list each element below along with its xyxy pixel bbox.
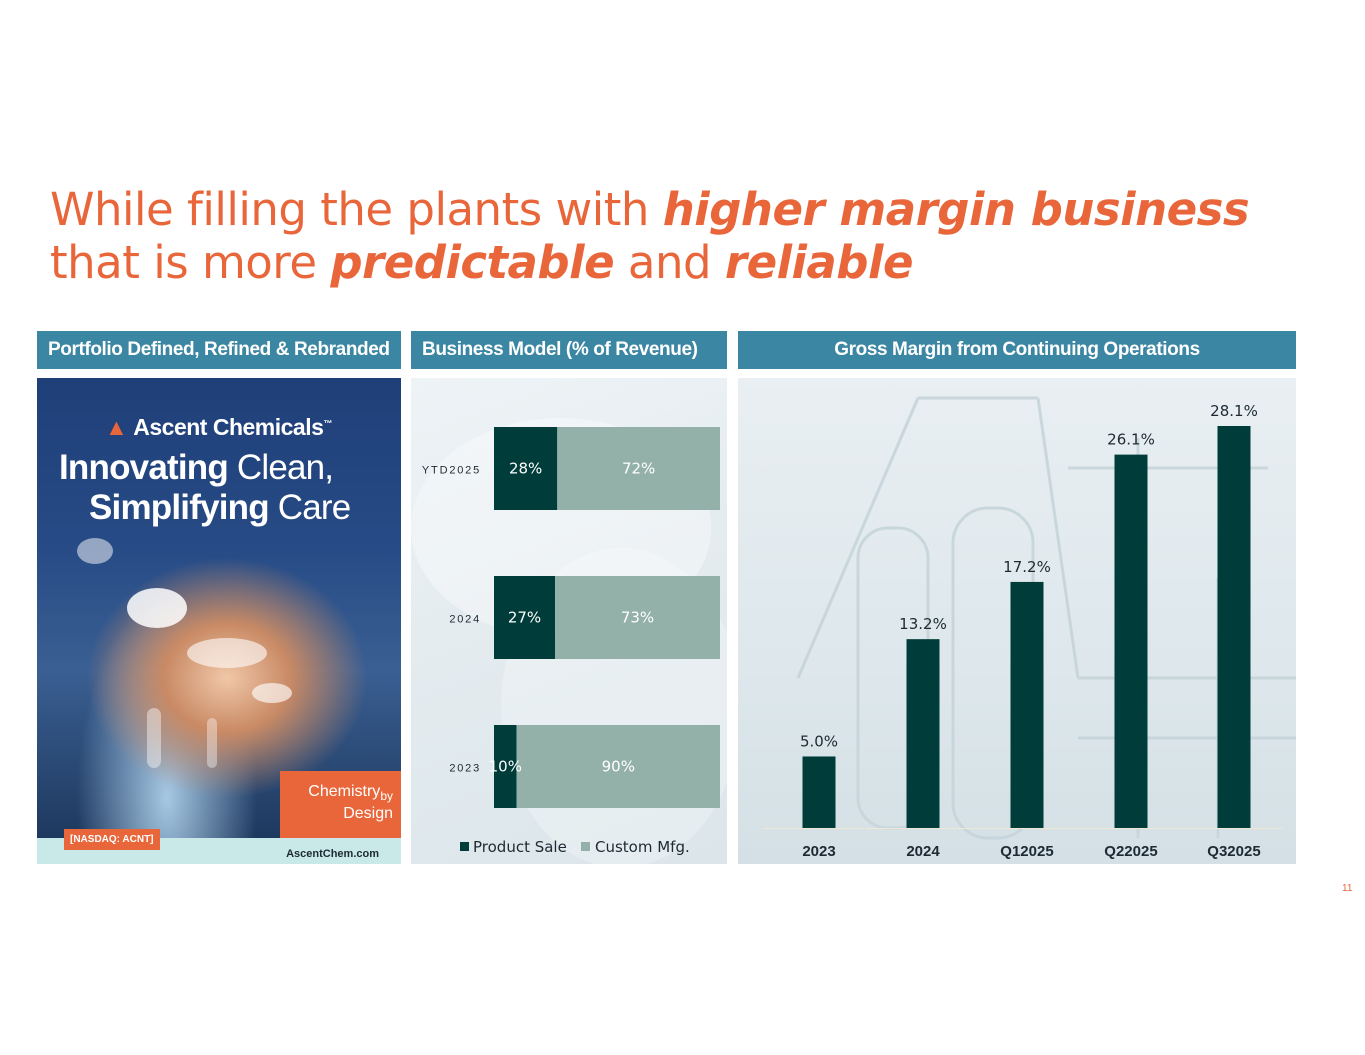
business-model-chart: YTD2025 28% 72% 2024 27% 73% 2023 10% 90% Product… <box>411 378 727 864</box>
structure-line <box>796 397 920 679</box>
data-label-custom-mfg: 90% <box>602 758 635 776</box>
tagline-by: by <box>380 789 393 804</box>
foam-bubble <box>127 588 187 628</box>
legend-label-product-sale: Product Sale <box>473 838 567 856</box>
ascent-triangle-logo-icon: ▲ <box>105 414 128 440</box>
chemistry-by-design-badge: Chemistryby Design <box>280 771 401 839</box>
tagline-text: Chemistry <box>308 783 381 800</box>
foam-bubble <box>252 683 292 703</box>
bar-custom-mfg <box>555 576 720 659</box>
category-label: YTD2025 <box>422 465 481 477</box>
structure-line <box>1036 397 1080 679</box>
data-label-custom-mfg: 72% <box>622 460 655 478</box>
margin-value-label: 26.1% <box>1107 431 1155 449</box>
margin-bar <box>1217 426 1251 828</box>
legend-swatch-product-sale <box>460 842 469 851</box>
x-tick-label: Q22025 <box>1104 843 1157 860</box>
business-model-svg: YTD2025 28% 72% 2024 27% 73% 2023 10% 90% Product… <box>411 418 727 864</box>
headline-bold: Simplifying <box>89 488 270 527</box>
x-tick-label: Q12025 <box>1000 843 1053 860</box>
margin-value-label: 5.0% <box>800 732 838 750</box>
poster-headline: Innovating Clean, Simplifying Care <box>59 448 399 528</box>
trademark-mark: ™ <box>323 418 332 429</box>
margin-value-label: 17.2% <box>1003 558 1051 576</box>
gross-margin-header: Gross Margin from Continuing Operations <box>738 331 1296 369</box>
headline-bold: Innovating <box>59 448 229 487</box>
brand-logo: ▲ Ascent Chemicals™ <box>105 414 332 441</box>
brand-poster: ▲ Ascent Chemicals™ Innovating Clean, Sim… <box>37 378 401 864</box>
x-tick-label: 2023 <box>802 843 835 860</box>
title-line-1: While filling the plants with higher mar… <box>50 183 1340 236</box>
gross-margin-svg: 5.0% 2023 13.2% 2024 17.2% Q12025 26.1% Q22025 2… <box>763 396 1296 860</box>
x-tick-label: 2024 <box>906 843 940 860</box>
bar-product-sale <box>494 725 517 808</box>
bar-custom-mfg <box>516 725 720 808</box>
foam-bubble <box>77 538 113 564</box>
water-splash <box>147 708 161 768</box>
slide-title: While filling the plants with higher mar… <box>50 183 1340 289</box>
title-text: While filling the plants with <box>50 183 663 236</box>
title-emphasis: higher margin business <box>662 183 1250 236</box>
margin-value-label: 13.2% <box>899 615 947 633</box>
legend-swatch-custom-mfg <box>581 842 590 851</box>
headline-light: Clean, <box>227 448 334 487</box>
data-label-product-sale: 28% <box>509 460 542 478</box>
margin-bar <box>802 756 836 828</box>
title-emphasis: predictable <box>330 236 615 289</box>
bar-product-sale <box>494 427 558 510</box>
margin-value-label: 28.1% <box>1210 402 1258 420</box>
tagline-text: Design <box>343 805 393 823</box>
page-number: 11 <box>1342 883 1353 894</box>
category-label: 2024 <box>449 614 481 626</box>
foam-bubble <box>187 638 267 668</box>
data-label-product-sale: 27% <box>508 609 541 627</box>
ticker-badge: [NASDAQ: ACNT] <box>64 829 160 850</box>
title-line-2: that is more predictable and reliable <box>50 236 1340 289</box>
water-splash <box>207 718 217 768</box>
gross-margin-chart: 5.0% 2023 13.2% 2024 17.2% Q12025 26.1% Q22025 2… <box>738 378 1296 864</box>
legend-label-custom-mfg: Custom Mfg. <box>595 838 690 856</box>
bar-custom-mfg <box>557 427 720 510</box>
data-label-custom-mfg: 73% <box>621 609 654 627</box>
business-model-header: Business Model (% of Revenue) <box>411 331 727 369</box>
portfolio-header: Portfolio Defined, Refined & Rebranded <box>37 331 401 369</box>
brand-name: Ascent Chemicals <box>133 414 324 440</box>
title-emphasis: reliable <box>724 236 914 289</box>
website-url: AscentChem.com <box>286 848 379 860</box>
margin-bar <box>906 639 940 828</box>
x-tick-label: Q32025 <box>1207 843 1260 860</box>
title-text: that is more <box>50 236 331 289</box>
headline-light: Care <box>268 488 351 527</box>
bar-product-sale <box>494 576 556 659</box>
margin-bar <box>1114 454 1148 828</box>
data-label-product-sale: 10% <box>489 758 522 776</box>
margin-bar <box>1010 581 1044 828</box>
category-label: 2023 <box>449 763 481 775</box>
title-text: and <box>614 236 725 289</box>
